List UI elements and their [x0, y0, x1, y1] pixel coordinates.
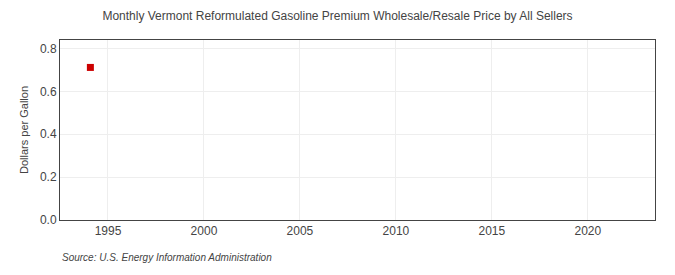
svg-text:2015: 2015: [478, 224, 505, 238]
svg-text:0.8: 0.8: [40, 42, 57, 56]
svg-text:Source: U.S. Energy Informatio: Source: U.S. Energy Information Administ…: [62, 252, 272, 263]
svg-text:Dollars per Gallon: Dollars per Gallon: [18, 86, 30, 174]
svg-text:0.0: 0.0: [40, 213, 57, 227]
svg-text:2020: 2020: [574, 224, 601, 238]
svg-text:Monthly Vermont Reformulated G: Monthly Vermont Reformulated Gasoline Pr…: [102, 9, 572, 23]
svg-text:2000: 2000: [191, 224, 218, 238]
svg-text:2005: 2005: [287, 224, 314, 238]
svg-text:2010: 2010: [383, 224, 410, 238]
svg-text:0.4: 0.4: [40, 127, 57, 141]
svg-text:1995: 1995: [95, 224, 122, 238]
svg-text:0.2: 0.2: [40, 170, 57, 184]
svg-text:0.6: 0.6: [40, 85, 57, 99]
